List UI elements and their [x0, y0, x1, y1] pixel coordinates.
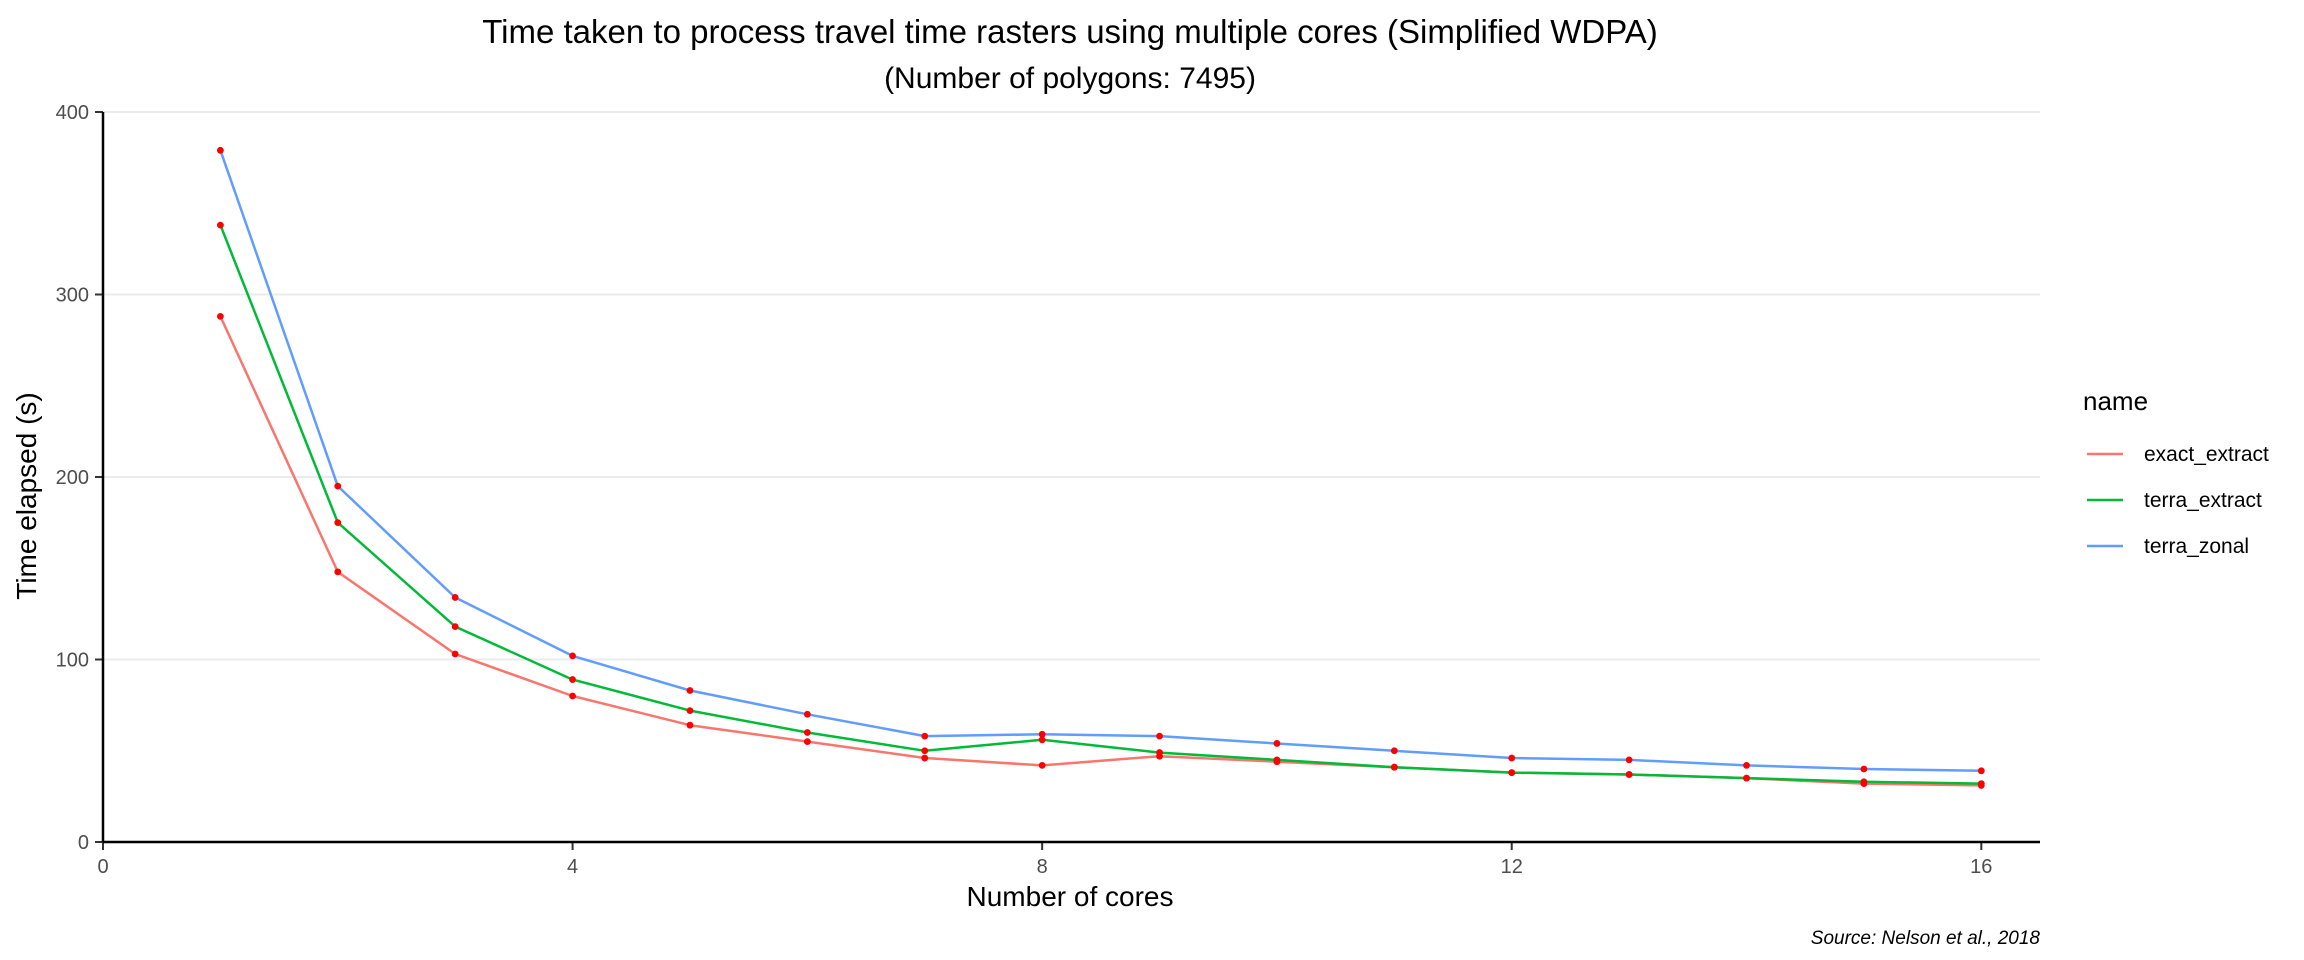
data-point-terra_zonal: [334, 482, 342, 490]
data-point-exact_extract: [569, 692, 576, 700]
y-tick-label: 100: [56, 650, 89, 672]
legend-label-terra_extract: terra_extract: [2144, 489, 2262, 512]
data-point-exact_extract: [803, 738, 811, 746]
data-point-terra_extract: [1977, 780, 1985, 787]
data-point-terra_zonal: [921, 732, 929, 740]
y-tick-label: 200: [56, 467, 89, 489]
y-tick-label: 0: [78, 832, 89, 854]
data-point-terra_zonal: [1156, 732, 1163, 740]
x-axis-title: Number of cores: [967, 881, 1174, 912]
series-line-terra_extract: [219, 224, 1982, 785]
grid: [103, 111, 2040, 843]
data-point-terra_extract: [1273, 756, 1281, 764]
data-point-terra_zonal: [569, 652, 576, 660]
data-point-terra_extract: [1625, 771, 1633, 778]
data-point-terra_extract: [334, 519, 342, 527]
x-tick-label: 8: [1037, 856, 1048, 878]
data-point-terra_zonal: [1625, 756, 1633, 764]
data-point-terra_extract: [686, 707, 694, 714]
x-tick-label: 0: [97, 856, 108, 878]
data-point-terra_zonal: [1038, 730, 1046, 738]
data-point-terra_zonal: [1508, 754, 1516, 762]
y-tick-label: 300: [56, 285, 89, 307]
data-point-exact_extract: [921, 754, 929, 762]
data-point-terra_extract: [1860, 778, 1868, 786]
data-point-exact_extract: [334, 568, 342, 576]
legend-title: name: [2083, 386, 2148, 416]
chart-caption: Source: Nelson et al., 2018: [1811, 928, 2041, 949]
legend: name exact_extract terra_extract terra_zon…: [2083, 386, 2269, 558]
data-point-terra_zonal: [1390, 747, 1398, 755]
data-point-terra_extract: [1156, 749, 1163, 756]
data-point-exact_extract: [216, 313, 224, 320]
data-point-terra_zonal: [1977, 767, 1985, 775]
legend-label-exact_extract: exact_extract: [2144, 443, 2269, 466]
chart-title: Time taken to process travel time raster…: [482, 13, 1658, 50]
y-axis-title: Time elapsed (s): [11, 392, 42, 599]
x-tick-label: 4: [567, 856, 578, 878]
data-point-terra_zonal: [216, 146, 224, 154]
data-point-exact_extract: [451, 650, 459, 658]
data-points: [216, 146, 1985, 789]
chart-subtitle: (Number of polygons: 7495): [884, 62, 1256, 95]
data-point-terra_extract: [451, 623, 459, 631]
data-point-terra_zonal: [803, 710, 811, 718]
data-point-terra_extract: [1743, 774, 1750, 782]
data-point-terra_extract: [803, 729, 811, 736]
data-point-terra_extract: [216, 221, 224, 229]
series-line-terra_zonal: [219, 149, 1982, 773]
data-point-terra_extract: [1038, 736, 1046, 744]
legend-label-terra_zonal: terra_zonal: [2144, 535, 2249, 558]
y-tick-label: 400: [56, 102, 89, 124]
data-point-terra_zonal: [1743, 761, 1750, 769]
data-point-terra_extract: [1508, 769, 1516, 777]
x-tick-label: 16: [1970, 856, 1992, 878]
data-point-terra_zonal: [1860, 765, 1868, 773]
data-point-terra_extract: [921, 747, 929, 755]
axes: 0 100 200 300 400 0 4 8 12 16: [56, 102, 2040, 878]
data-point-terra_zonal: [686, 687, 694, 694]
series-lines: [219, 149, 1982, 787]
data-point-terra_extract: [569, 676, 576, 683]
data-point-exact_extract: [686, 721, 694, 729]
x-tick-label: 12: [1501, 856, 1523, 878]
data-point-terra_extract: [1390, 763, 1398, 771]
series-line-exact_extract: [219, 315, 1982, 787]
data-point-terra_zonal: [451, 594, 459, 601]
data-point-terra_zonal: [1273, 740, 1281, 747]
data-point-exact_extract: [1038, 761, 1046, 769]
